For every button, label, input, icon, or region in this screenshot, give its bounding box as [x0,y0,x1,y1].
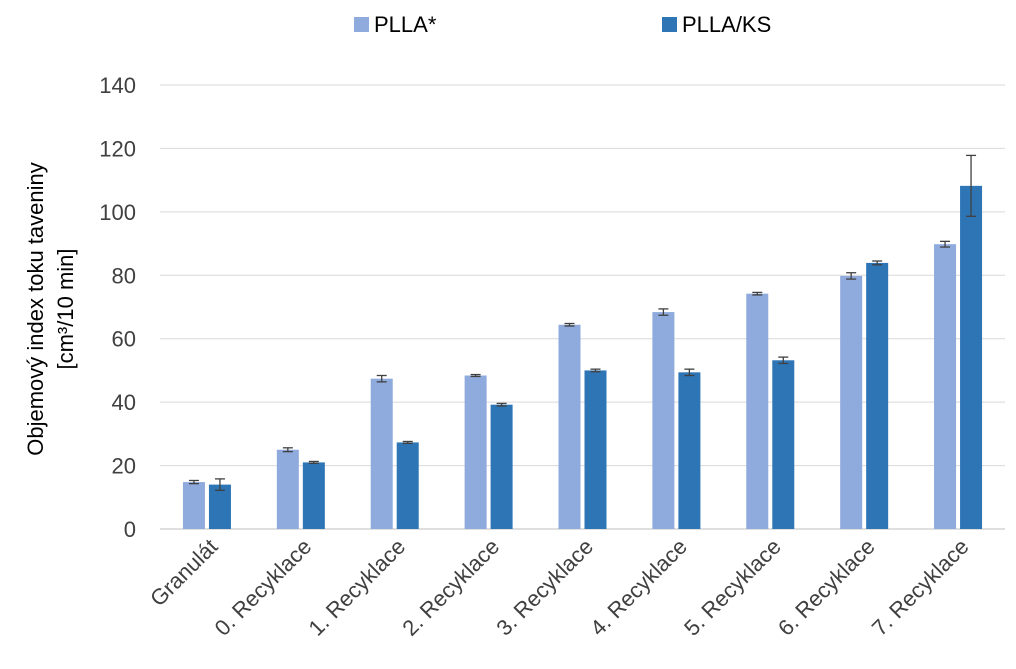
error-bar [752,291,763,296]
bar-plla-ks [678,372,701,529]
y-tick-label: 0 [124,517,136,542]
bar-plla-ks [302,462,325,529]
error-bar [564,322,575,327]
legend: PLLA* PLLA/KS [354,12,771,37]
y-tick-label: 120 [99,136,136,161]
bar-plla [464,375,487,529]
error-bar [778,356,789,365]
y-axis-title-line: Objemový index toku taveniny [23,162,48,456]
error-bar [282,447,293,453]
x-category-label: 5. Recyklace [679,534,786,641]
bar-plla [840,275,863,529]
legend-swatch [354,17,369,32]
error-bar [590,368,601,373]
y-axis-title: Objemový index toku taveniny [cm³/10 min] [23,162,78,456]
y-tick-label: 100 [99,200,136,225]
y-tick-label: 20 [112,454,136,479]
error-bar [214,478,225,491]
error-bar [684,368,695,377]
legend-swatch [662,17,677,32]
bar-plla [558,324,581,529]
error-bar [496,402,507,407]
error-bar [470,373,481,378]
legend-label: PLLA/KS [682,12,771,37]
bar-plla-ks [490,404,513,529]
error-bar [376,374,387,383]
y-axis-title-line: [cm³/10 min] [53,248,78,369]
error-bars [188,154,977,491]
x-category-label: 1. Recyklace [304,534,411,641]
bar-plla-ks [208,484,231,529]
gridlines [160,84,1005,530]
legend-item: PLLA/KS [662,12,771,37]
legend-item: PLLA* [354,12,437,37]
x-category-label: Granulát [145,534,222,611]
bar-plla-ks [584,370,607,529]
x-category-label: 0. Recyklace [210,534,317,641]
y-tick-label: 140 [99,73,136,98]
bar-plla [276,449,299,529]
error-bar [402,440,413,445]
x-category-label: 2. Recyklace [397,534,504,641]
y-tick-label: 40 [112,390,136,415]
error-bar [658,308,669,316]
bar-plla [652,312,675,529]
error-bar [872,260,883,266]
bars [182,185,983,529]
x-category-label: 7. Recyklace [867,534,974,641]
bar-plla-ks [866,262,889,529]
bar-plla [370,378,393,529]
y-tick-label: 80 [112,263,136,288]
legend-label: PLLA* [374,12,437,37]
error-bar [846,272,857,280]
x-category-label: 4. Recyklace [585,534,692,641]
error-bar [308,460,319,465]
bar-plla-ks [960,185,983,529]
error-bar [940,240,951,248]
y-tick-label: 60 [112,327,136,352]
error-bar [966,154,977,217]
bar-plla [934,244,957,529]
y-axis-ticks: 0 20 40 60 80 100 120 140 [99,73,136,542]
x-category-label: 3. Recyklace [491,534,598,641]
bar-plla [182,482,205,529]
bar-plla-ks [396,442,419,529]
error-bar [188,479,199,485]
bar-plla [746,293,769,529]
bar-plla-ks [772,360,795,529]
x-category-label: 6. Recyklace [773,534,880,641]
